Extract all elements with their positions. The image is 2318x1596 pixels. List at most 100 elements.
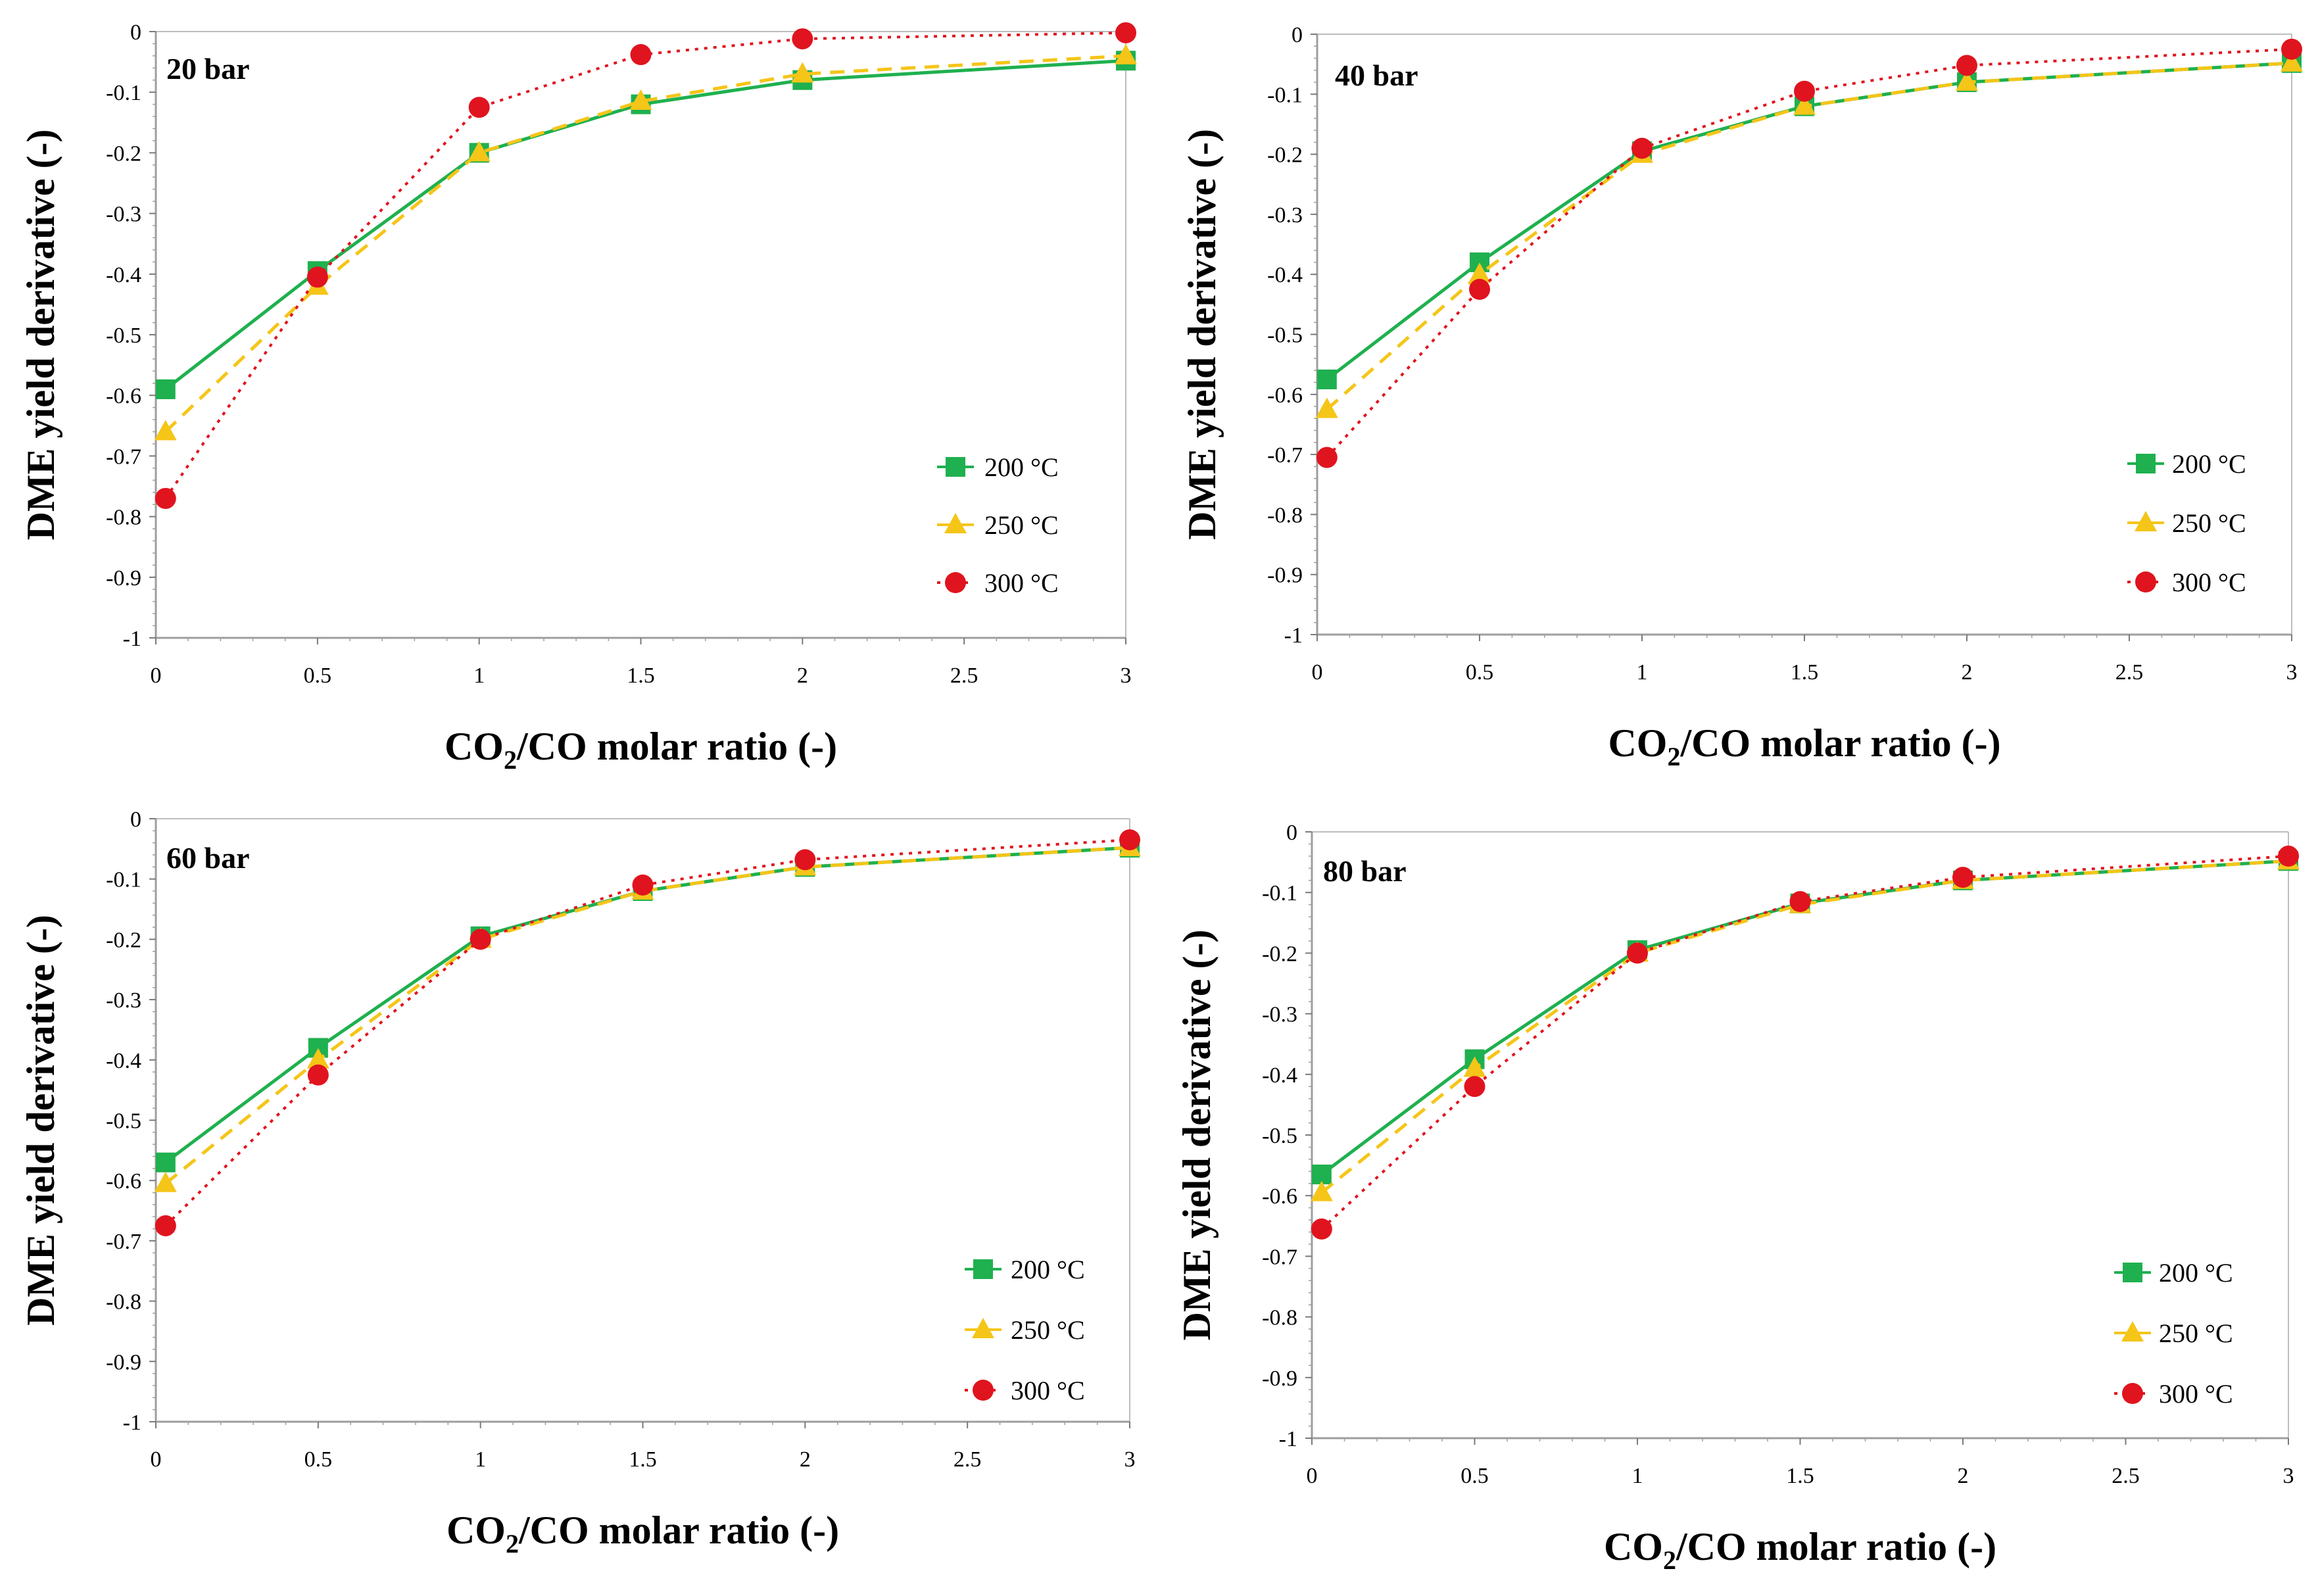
y-tick-label: -1 <box>123 1411 141 1435</box>
x-tick-label: 3 <box>2283 1464 2294 1488</box>
y-tick-label: -0.9 <box>106 566 141 591</box>
legend: 200 °C 250 °C 300 °C <box>965 1255 1085 1405</box>
data-point <box>2281 38 2302 60</box>
legend-label: 300 °C <box>1011 1376 1085 1405</box>
y-tick-label: -0.2 <box>106 141 141 166</box>
data-point <box>1311 1218 1332 1240</box>
x-tick-label: 1 <box>1632 1464 1643 1488</box>
data-point <box>792 28 813 50</box>
data-point <box>468 97 490 118</box>
y-axis-title: DME yield derivative (-) <box>19 915 62 1326</box>
x-tick-label: 1 <box>475 1447 486 1472</box>
data-point <box>1956 70 1978 91</box>
legend-marker <box>2136 454 2156 473</box>
y-tick-label: -0.6 <box>1262 1184 1297 1209</box>
y-tick-label: -0.3 <box>106 203 141 227</box>
data-point <box>1119 829 1140 851</box>
x-tick-label: 2 <box>797 664 808 688</box>
x-axis-title-part: CO <box>1604 1525 1663 1568</box>
legend-label: 250 °C <box>2159 1318 2233 1348</box>
panel-3: 0 -0.1 -0.2 -0.3 -0.4 -0.5 -0.6 -0.7 -0.8 -0.9 -1 0… <box>19 808 1141 1559</box>
legend-marker <box>945 572 966 593</box>
series-3 <box>1311 845 2299 1240</box>
data-point <box>2281 51 2303 72</box>
data-point <box>1956 55 1977 76</box>
legend-label: 200 °C <box>1011 1255 1085 1284</box>
y-tick-label: -1 <box>1279 1427 1297 1451</box>
y-tick-label: -0.6 <box>1267 383 1303 408</box>
legend-marker <box>2135 511 2157 531</box>
series-line <box>1320 859 2289 1194</box>
x-tick-label: 3 <box>1124 1447 1136 1472</box>
x-axis-title-subscript: 2 <box>506 1529 519 1559</box>
y-tick-label: -0.9 <box>1262 1366 1297 1391</box>
x-tick-label: 2 <box>1962 660 1973 685</box>
y-tick-label: -0.5 <box>1262 1124 1297 1148</box>
legend-marker <box>2123 1263 2142 1282</box>
x-axis-title-part: CO <box>445 725 504 768</box>
x-axis-title: CO2/CO molar ratio (-) <box>1608 721 2000 771</box>
y-axis-title: DME yield derivative (-) <box>19 130 62 541</box>
data-point <box>1631 137 1653 159</box>
y-tick-label: -0.3 <box>106 988 141 1013</box>
y-tick-label: -0.7 <box>1262 1245 1297 1269</box>
data-point <box>155 1215 176 1236</box>
x-tick-label: 0 <box>151 1447 162 1472</box>
series-2 <box>154 43 1137 441</box>
x-tick-label: 2.5 <box>954 1447 982 1472</box>
legend-marker <box>944 513 967 533</box>
y-tick-label: -0.6 <box>106 384 141 408</box>
data-point <box>1316 369 1337 389</box>
x-tick-label: 2 <box>1958 1464 1969 1488</box>
y-tick-label: -0.7 <box>106 445 141 469</box>
x-axis-title-part: /CO molar ratio (-) <box>518 1509 839 1552</box>
y-tick-label: 0 <box>130 20 141 45</box>
x-tick-label: 2.5 <box>950 664 978 688</box>
x-tick-label: 0.5 <box>304 1447 333 1472</box>
x-tick-label: 0.5 <box>1461 1464 1489 1488</box>
y-tick-label: -1 <box>1284 623 1303 648</box>
y-tick-label: -0.1 <box>106 868 141 892</box>
y-tick-label: -0.3 <box>1262 1003 1297 1027</box>
legend-marker <box>973 1380 994 1401</box>
y-axis-title: DME yield derivative (-) <box>1175 930 1219 1341</box>
y-tick-label: -1 <box>123 627 141 651</box>
y-tick-label: -0.8 <box>1267 503 1303 527</box>
series-2 <box>1315 51 2303 418</box>
legend: 200 °C 250 °C 300 °C <box>2127 449 2246 597</box>
y-tick-label: -0.5 <box>106 324 141 348</box>
y-tick-label: -0.1 <box>106 81 141 105</box>
data-point <box>794 849 816 871</box>
legend-marker <box>973 1259 993 1279</box>
y-tick-label: -0.1 <box>1262 881 1297 906</box>
x-axis-title: CO2/CO molar ratio (-) <box>445 725 837 775</box>
y-tick-label: -0.8 <box>106 506 141 530</box>
x-axis-title-subscript: 2 <box>1663 1545 1676 1575</box>
legend-marker <box>946 457 965 477</box>
x-axis-title-subscript: 2 <box>1667 742 1680 771</box>
data-point <box>1627 942 1648 964</box>
x-axis-title-part: /CO molar ratio (-) <box>1676 1525 1996 1568</box>
legend-label: 300 °C <box>984 568 1059 598</box>
data-point <box>306 266 328 288</box>
data-point <box>1115 43 1137 64</box>
y-tick-label: 0 <box>130 808 141 832</box>
x-axis-title: CO2/CO molar ratio (-) <box>447 1509 839 1559</box>
legend-label: 300 °C <box>2159 1379 2233 1409</box>
x-tick-label: 0.5 <box>304 664 332 688</box>
series-3 <box>155 829 1140 1236</box>
y-tick-label: -0.9 <box>1267 564 1303 588</box>
y-tick-label: 0 <box>1292 23 1303 47</box>
x-tick-label: 1.5 <box>629 1447 657 1472</box>
legend-label: 200 °C <box>2172 449 2246 479</box>
y-tick-label: -0.4 <box>106 263 141 287</box>
x-tick-label: 0.5 <box>1466 660 1494 685</box>
x-tick-label: 1.5 <box>627 664 655 688</box>
legend-label: 200 °C <box>984 452 1059 482</box>
legend-marker <box>972 1318 994 1338</box>
data-point <box>1464 1076 1485 1098</box>
panel-4: 0 -0.1 -0.2 -0.3 -0.4 -0.5 -0.6 -0.7 -0.8 -0.9 -1 0… <box>1175 821 2300 1575</box>
legend-label: 250 °C <box>1011 1315 1085 1345</box>
data-point <box>1316 447 1338 468</box>
